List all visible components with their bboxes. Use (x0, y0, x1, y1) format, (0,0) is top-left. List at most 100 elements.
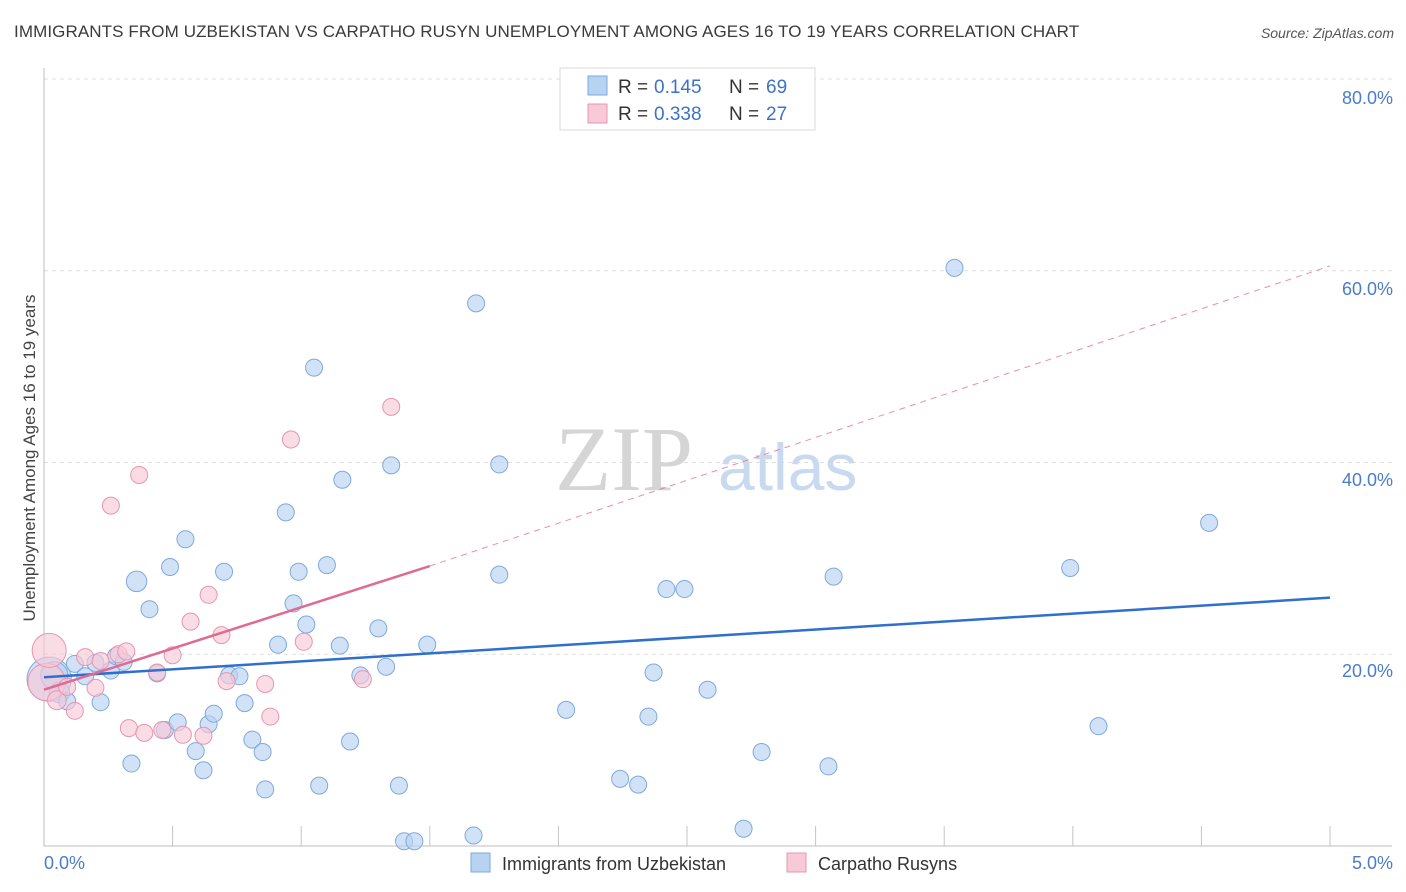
uzbekistan-point-35 (305, 358, 324, 377)
uzbekistan-point-61 (734, 819, 753, 838)
carpatho-point-24 (261, 707, 280, 726)
y-tick-label-20: 20.0% (1342, 661, 1393, 681)
uzbekistan-point-64 (824, 567, 843, 586)
legend-swatch-blue (587, 75, 608, 96)
legend-r-value-2: 0.338 (654, 104, 702, 125)
uzbekistan-point-54 (611, 769, 630, 788)
uzbekistan-point-63 (819, 757, 838, 776)
uzbekistan-point-58 (657, 580, 676, 599)
watermark-atlas: atlas (718, 430, 857, 504)
uzbekistan-point-26 (235, 694, 254, 713)
chart-title: IMMIGRANTS FROM UZBEKISTAN VS CARPATHO R… (14, 22, 1080, 41)
uzbekistan-point-42 (369, 619, 388, 638)
uzbekistan-point-36 (310, 776, 329, 795)
carpatho-point-26 (294, 632, 313, 651)
legend-n-label-1: N = (729, 77, 759, 98)
carpatho-point-7 (91, 651, 110, 670)
y-axis-title: Unemployment Among Ages 16 to 19 years (20, 295, 39, 622)
trend-line-carpatho-extension (429, 265, 1331, 567)
carpatho-point-13 (135, 723, 154, 742)
uzbekistan-point-57 (644, 663, 663, 682)
uzbekistan-point-45 (389, 776, 408, 795)
y-tick-label-60: 60.0% (1342, 279, 1393, 299)
uzbekistan-point-39 (333, 470, 352, 489)
uzbekistan-point-33 (289, 562, 308, 581)
uzbekistan-point-12 (125, 570, 148, 593)
carpatho-point-10 (117, 642, 136, 661)
carpatho-point-22 (217, 672, 236, 691)
uzbekistan-point-51 (490, 565, 509, 584)
uzbekistan-point-27 (243, 730, 262, 749)
legend-r-value-1: 0.145 (654, 77, 702, 98)
carpatho-point-18 (181, 612, 200, 631)
y-tick-label-40: 40.0% (1342, 470, 1393, 490)
gridlines (44, 78, 1392, 655)
series-uzbekistan-points (26, 258, 1219, 851)
legend: R = 0.145 N = 69 R = 0.338 N = 27 (559, 67, 816, 131)
uzbekistan-point-56 (639, 707, 658, 726)
legend-swatch-pink (587, 103, 608, 124)
uzbekistan-point-34 (297, 615, 316, 634)
uzbekistan-point-43 (377, 657, 396, 676)
carpatho-point-17 (173, 725, 192, 744)
uzbekistan-point-53 (557, 700, 576, 719)
uzbekistan-point-19 (186, 742, 205, 761)
y-tick-labels: 20.0% 40.0% 60.0% 80.0% (1342, 88, 1393, 681)
legend-n-label-2: N = (729, 104, 759, 125)
uzbekistan-point-50 (467, 294, 486, 313)
uzbekistan-point-52 (490, 455, 509, 474)
legend-r-label-1: R = (618, 77, 648, 98)
uzbekistan-point-47 (405, 832, 424, 851)
y-tick-label-80: 80.0% (1342, 88, 1393, 108)
uzbekistan-point-16 (161, 558, 180, 577)
uzbekistan-point-67 (1089, 717, 1108, 736)
carpatho-point-5 (76, 648, 95, 667)
carpatho-point-19 (194, 726, 213, 745)
series-carpatho-points (27, 397, 401, 745)
x-axis-ticks (172, 826, 1331, 846)
uzbekistan-point-40 (341, 732, 360, 751)
x-tick-label-min: 0.0% (44, 853, 85, 873)
uzbekistan-point-31 (276, 503, 295, 522)
trend-line-carpatho (43, 564, 431, 691)
bottom-legend: Immigrants from Uzbekistan Carpatho Rusy… (470, 852, 957, 874)
carpatho-point-8 (101, 496, 120, 515)
uzbekistan-point-65 (945, 258, 964, 277)
uzbekistan-point-55 (629, 775, 648, 794)
carpatho-point-1 (31, 632, 67, 668)
uzbekistan-point-11 (122, 754, 141, 773)
carpatho-point-23 (256, 674, 275, 693)
bottom-legend-label-blue: Immigrants from Uzbekistan (502, 854, 726, 874)
uzbekistan-point-30 (269, 635, 288, 654)
carpatho-point-20 (199, 585, 218, 604)
uzbekistan-point-62 (752, 743, 771, 762)
uzbekistan-point-20 (194, 761, 213, 780)
uzbekistan-point-49 (464, 826, 483, 845)
legend-n-value-1: 69 (766, 77, 787, 98)
carpatho-point-28 (382, 397, 401, 416)
trend-line-uzbekistan (43, 596, 1331, 679)
trend-lines (43, 265, 1331, 691)
carpatho-point-12 (130, 465, 149, 484)
uzbekistan-point-29 (256, 780, 275, 799)
bottom-legend-label-pink: Carpatho Rusyns (818, 854, 957, 874)
uzbekistan-point-68 (1200, 513, 1219, 532)
uzbekistan-point-38 (330, 636, 349, 655)
carpatho-point-27 (353, 670, 372, 689)
uzbekistan-point-23 (215, 562, 234, 581)
bottom-legend-swatch-pink (786, 852, 807, 873)
source-credit: Source: ZipAtlas.com (1260, 25, 1394, 41)
legend-n-value-2: 27 (766, 104, 787, 125)
uzbekistan-point-22 (204, 704, 223, 723)
carpatho-point-2 (47, 690, 67, 711)
carpatho-point-4 (65, 701, 84, 720)
uzbekistan-point-48 (418, 635, 437, 654)
bottom-legend-swatch-blue (470, 852, 491, 873)
watermark: ZIP atlas (555, 408, 857, 510)
uzbekistan-point-59 (675, 580, 694, 599)
carpatho-point-14 (148, 663, 167, 682)
carpatho-point-11 (119, 719, 138, 738)
uzbekistan-point-66 (1061, 558, 1080, 577)
uzbekistan-point-13 (140, 600, 159, 619)
